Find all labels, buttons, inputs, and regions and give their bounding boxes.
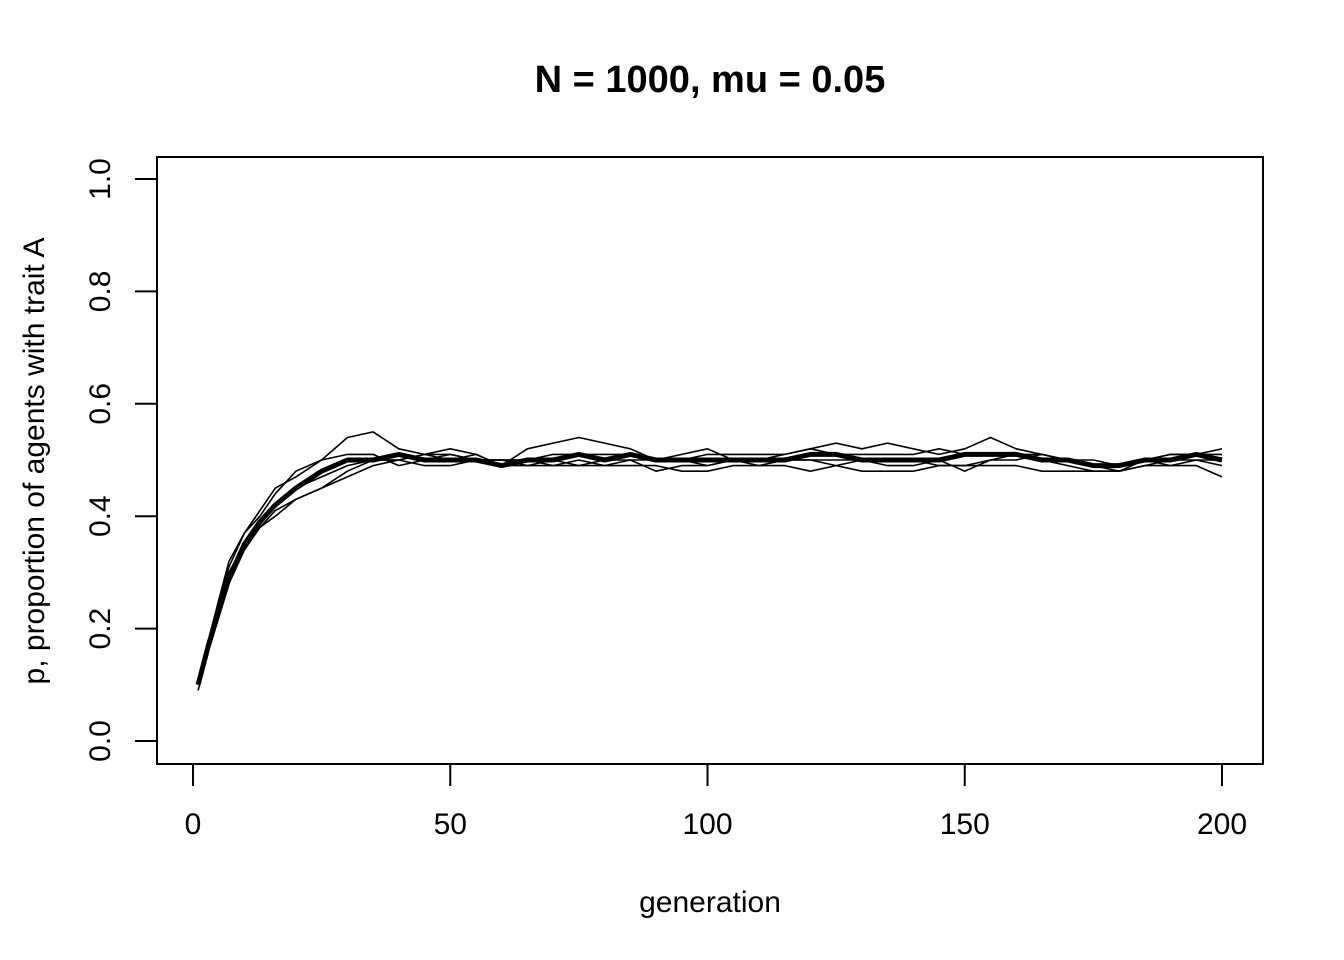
y-tick-label: 1.0 xyxy=(84,158,117,200)
series-layer xyxy=(195,431,1223,691)
run-series-line-5 xyxy=(197,453,1223,691)
chart-title: N = 1000, mu = 0.05 xyxy=(535,59,886,101)
y-axis: 0.0 0.2 0.4 0.6 0.8 1.0 xyxy=(84,158,158,762)
run-series-line-2 xyxy=(197,447,1222,680)
x-tick-label: 150 xyxy=(940,808,990,841)
x-tick-label: 50 xyxy=(434,808,467,841)
x-axis-label: generation xyxy=(639,886,781,919)
y-tick-label: 0.6 xyxy=(84,383,117,425)
mean-series-line xyxy=(195,451,1223,686)
y-tick-label: 0.4 xyxy=(84,495,117,537)
x-tick-label: 100 xyxy=(682,808,732,841)
y-axis-label: p, proportion of agents with trait A xyxy=(18,238,51,685)
y-tick-label: 0.2 xyxy=(84,608,117,650)
x-tick-label: 0 xyxy=(185,808,202,841)
y-tick-label: 0.8 xyxy=(84,271,117,313)
y-tick-label: 0.0 xyxy=(84,720,117,762)
run-series-line-1 xyxy=(197,431,1223,685)
x-axis: 0 50 100 150 200 xyxy=(185,763,1247,841)
run-series-line-4 xyxy=(197,447,1222,686)
run-series-line-3 xyxy=(197,453,1223,686)
x-tick-label: 200 xyxy=(1197,808,1247,841)
